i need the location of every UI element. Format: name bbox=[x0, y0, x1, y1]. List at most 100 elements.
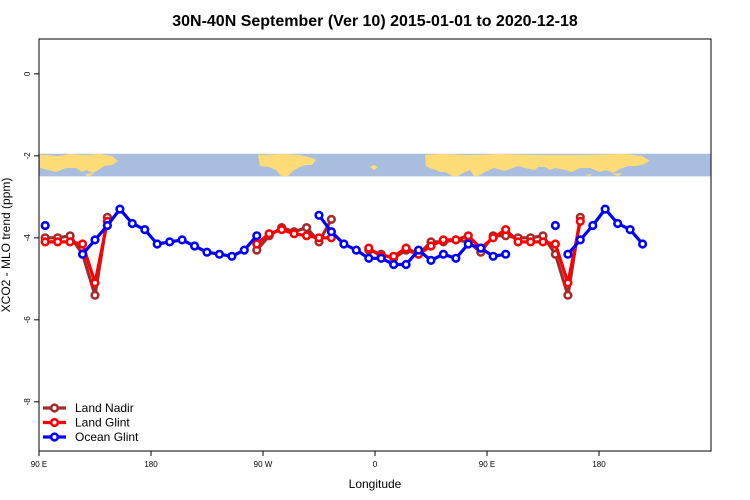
data-point bbox=[625, 225, 635, 235]
y-tick-label: -2 bbox=[23, 152, 32, 160]
data-point bbox=[90, 290, 100, 300]
data-point bbox=[501, 249, 511, 259]
data-point bbox=[451, 253, 461, 263]
data-point bbox=[314, 233, 324, 243]
data-point bbox=[389, 259, 399, 270]
data-point bbox=[90, 235, 100, 245]
data-point bbox=[53, 237, 63, 247]
data-point bbox=[302, 231, 312, 241]
data-point bbox=[476, 243, 486, 253]
y-tick-label: 0 bbox=[23, 71, 32, 76]
data-point bbox=[115, 204, 125, 214]
data-point bbox=[513, 237, 523, 247]
map-land-4 bbox=[425, 154, 650, 176]
data-point bbox=[127, 218, 137, 229]
data-point bbox=[177, 235, 187, 245]
y-tick-label: -6 bbox=[23, 316, 32, 324]
legend-marker bbox=[49, 403, 60, 413]
data-point bbox=[501, 225, 511, 235]
y-tick-label: -4 bbox=[23, 234, 32, 242]
series-line bbox=[45, 221, 109, 285]
data-point bbox=[140, 225, 150, 235]
data-point bbox=[77, 249, 88, 259]
map-land-3 bbox=[370, 165, 378, 170]
data-point bbox=[40, 220, 50, 231]
data-point bbox=[239, 245, 249, 255]
data-point bbox=[401, 259, 411, 270]
data-point bbox=[90, 278, 100, 288]
chart-title: 30N-40N September (Ver 10) 2015-01-01 to… bbox=[172, 13, 578, 30]
x-tick-label: 90 E bbox=[479, 460, 495, 469]
data-point bbox=[40, 237, 50, 247]
data-point bbox=[600, 204, 610, 214]
data-point bbox=[190, 241, 200, 251]
data-point bbox=[538, 237, 548, 247]
data-point bbox=[488, 251, 498, 261]
data-point bbox=[214, 249, 224, 259]
data-point bbox=[451, 235, 461, 245]
legend-label: Land Nadir bbox=[75, 401, 134, 415]
data-point bbox=[550, 239, 561, 249]
map-land-1 bbox=[86, 173, 94, 176]
data-point bbox=[426, 255, 436, 266]
world-map-band bbox=[39, 153, 711, 177]
data-point bbox=[563, 278, 573, 288]
data-point bbox=[364, 253, 374, 263]
legend-item: Ocean Glint bbox=[43, 430, 139, 444]
data-point bbox=[302, 223, 312, 233]
legend-label: Land Glint bbox=[75, 416, 130, 430]
series-layer bbox=[40, 204, 648, 300]
data-point bbox=[488, 233, 498, 243]
legend-label: Ocean Glint bbox=[75, 430, 139, 444]
x-tick-label: 90 W bbox=[254, 460, 273, 469]
data-point bbox=[152, 239, 162, 249]
data-point bbox=[351, 245, 361, 255]
x-tick-label: 0 bbox=[373, 460, 378, 469]
data-point bbox=[227, 251, 237, 261]
data-point bbox=[77, 239, 88, 249]
data-point bbox=[575, 235, 585, 245]
legend-marker bbox=[49, 432, 60, 442]
data-point bbox=[289, 229, 299, 239]
data-point bbox=[264, 229, 274, 239]
legend-item: Land Nadir bbox=[43, 401, 134, 415]
series-ocean-glint bbox=[40, 204, 648, 270]
data-point bbox=[463, 231, 473, 241]
data-point bbox=[252, 231, 262, 241]
data-point bbox=[389, 251, 399, 261]
data-point bbox=[426, 241, 436, 251]
map-land-5 bbox=[585, 174, 592, 176]
series-line bbox=[368, 217, 582, 297]
map-land-6 bbox=[612, 173, 622, 176]
data-point bbox=[563, 249, 573, 259]
x-tick-label: 90 E bbox=[31, 460, 47, 469]
data-point bbox=[314, 210, 324, 220]
data-point bbox=[277, 225, 287, 235]
legend-item: Land Glint bbox=[43, 416, 130, 430]
x-axis-label: Longitude bbox=[349, 477, 402, 491]
x-tick-label: 180 bbox=[592, 460, 606, 469]
data-point bbox=[252, 239, 262, 249]
data-point bbox=[102, 220, 112, 231]
data-point bbox=[202, 247, 212, 257]
data-point bbox=[438, 235, 449, 245]
data-point bbox=[588, 220, 598, 231]
data-point bbox=[525, 237, 536, 247]
data-point bbox=[364, 243, 374, 253]
map-land-0 bbox=[40, 154, 118, 173]
data-point bbox=[550, 220, 561, 231]
y-axis-label: XCO2 - MLO trend (ppm) bbox=[0, 178, 13, 313]
data-point bbox=[563, 290, 573, 300]
x-tick-label: 180 bbox=[144, 460, 158, 469]
data-point bbox=[376, 253, 386, 263]
data-point bbox=[613, 218, 623, 229]
data-point bbox=[65, 237, 75, 247]
data-point bbox=[401, 243, 411, 253]
y-tick-label: -8 bbox=[23, 398, 32, 406]
data-point bbox=[438, 249, 449, 259]
series-line bbox=[317, 214, 506, 267]
data-point bbox=[414, 245, 424, 255]
data-point bbox=[575, 216, 585, 226]
y-axis: 0 -2 -4 -6 -8 bbox=[23, 71, 39, 405]
